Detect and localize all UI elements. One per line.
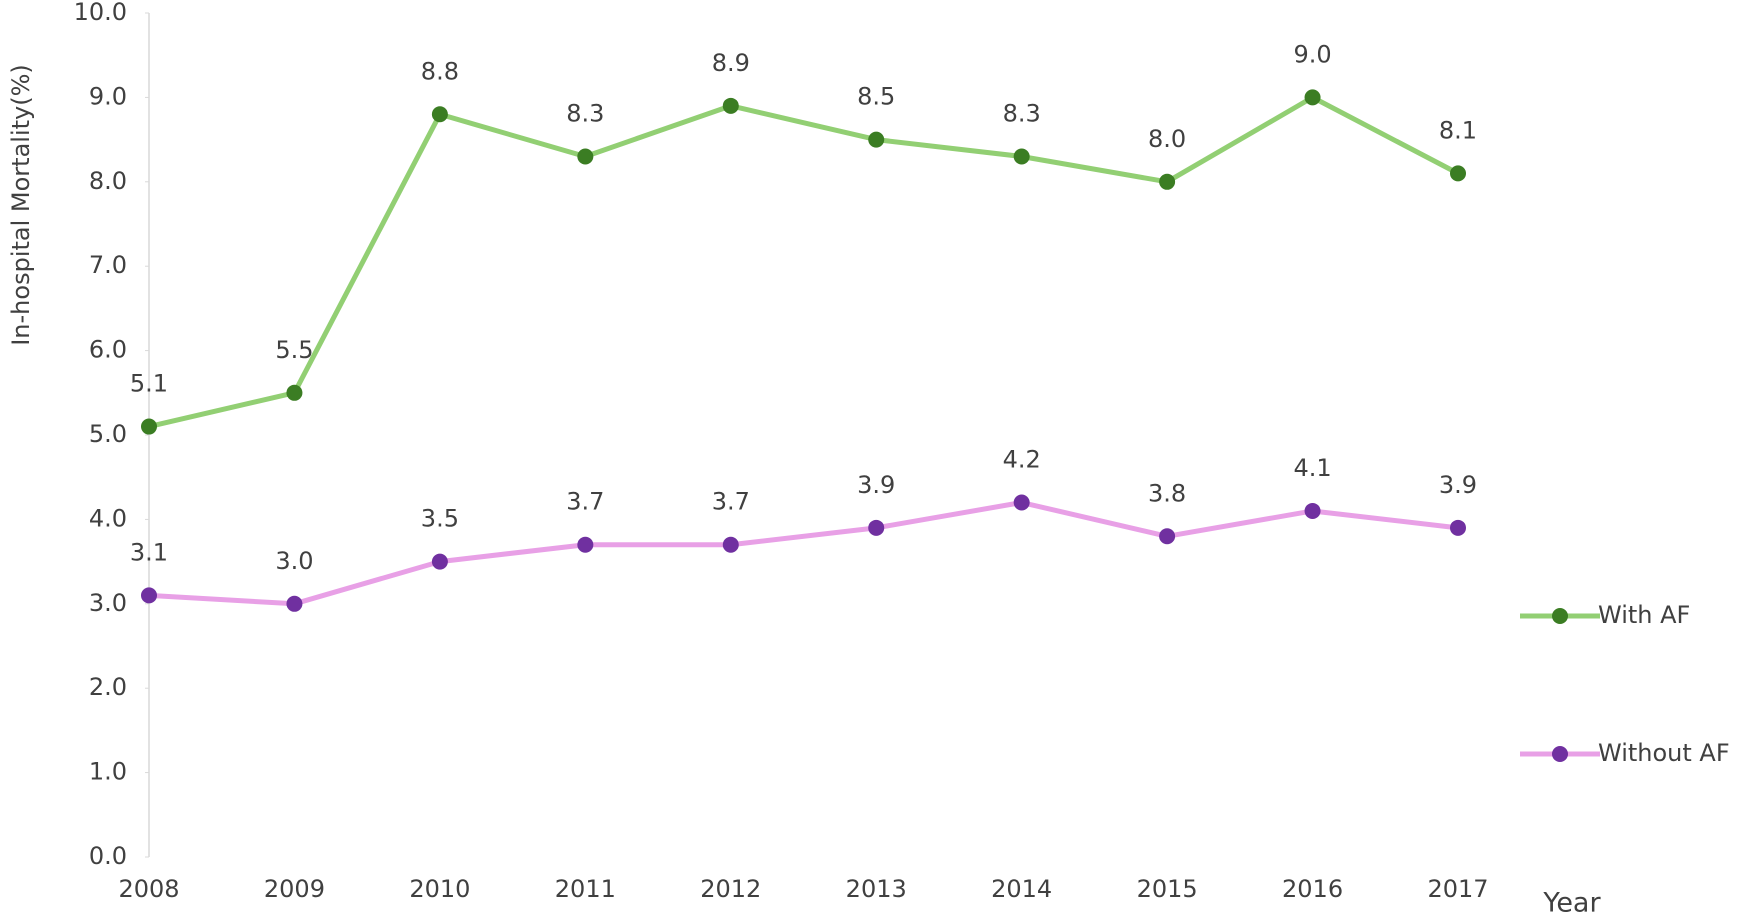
legend-marker [1552, 608, 1568, 624]
data-point [722, 536, 739, 553]
data-label: 5.1 [130, 370, 168, 398]
x-tick-label: 2010 [409, 875, 470, 903]
y-tick-label: 6.0 [89, 336, 127, 364]
y-tick-label: 1.0 [89, 758, 127, 786]
data-label: 3.8 [1148, 479, 1186, 507]
series-line [148, 94, 1460, 429]
data-label: 8.1 [1439, 116, 1477, 144]
data-point [1304, 89, 1321, 106]
data-point [286, 595, 303, 612]
y-tick-label: 8.0 [89, 167, 127, 195]
data-label: 4.1 [1293, 454, 1331, 482]
y-tick-label: 2.0 [89, 673, 127, 701]
y-tick-label: 9.0 [89, 82, 127, 110]
y-tick-label: 10.0 [74, 0, 127, 26]
data-point [1450, 165, 1466, 182]
data-label: 9.0 [1293, 40, 1331, 68]
data-point [722, 97, 739, 114]
data-label: 8.3 [1003, 99, 1041, 127]
data-label: 3.1 [130, 538, 168, 566]
x-tick-label: 2015 [1137, 875, 1198, 903]
x-tick-label: 2008 [118, 875, 179, 903]
legend-marker [1552, 746, 1568, 762]
x-tick-label: 2012 [700, 875, 761, 903]
x-axis-label: Year [1542, 888, 1601, 919]
data-point [1013, 148, 1030, 165]
data-point [141, 587, 157, 604]
y-tick-label: 7.0 [89, 251, 127, 279]
data-label: 8.3 [566, 99, 604, 127]
data-point [868, 131, 885, 148]
y-tick-label: 3.0 [89, 589, 127, 617]
data-point [577, 148, 594, 165]
x-tick-label: 2009 [264, 875, 325, 903]
y-tick-label: 5.0 [89, 420, 127, 448]
data-point [141, 418, 157, 435]
legend-label: Without AF [1598, 739, 1730, 767]
data-point [1159, 528, 1176, 545]
data-label: 3.5 [421, 505, 459, 533]
data-label: 8.9 [712, 49, 750, 77]
x-tick-label: 2011 [555, 875, 616, 903]
data-point [431, 553, 448, 570]
series-line [148, 500, 1459, 607]
y-tick-label: 0.0 [89, 842, 127, 870]
data-label: 3.7 [712, 488, 750, 516]
data-point [286, 384, 303, 401]
data-point [1013, 494, 1030, 511]
y-axis-label: In-hospital Mortality(%) [7, 64, 35, 346]
x-tick-label: 2014 [991, 875, 1052, 903]
data-point [1159, 173, 1176, 190]
data-label: 3.0 [275, 547, 313, 575]
x-tick-label: 2017 [1427, 875, 1488, 903]
data-label: 5.5 [275, 336, 313, 364]
legend-label: With AF [1598, 601, 1690, 629]
data-label: 8.8 [421, 57, 459, 85]
y-tick-label: 4.0 [89, 504, 127, 532]
data-label: 3.7 [566, 488, 604, 516]
x-tick-label: 2016 [1282, 875, 1343, 903]
data-label: 8.0 [1148, 125, 1186, 153]
data-label: 4.2 [1003, 446, 1041, 474]
x-tick-label: 2013 [846, 875, 907, 903]
data-point [868, 519, 885, 536]
data-label: 8.5 [857, 83, 895, 111]
data-label: 3.9 [1439, 471, 1477, 499]
data-point [431, 106, 448, 123]
data-point [1450, 519, 1466, 536]
data-point [1304, 502, 1321, 519]
data-point [577, 536, 594, 553]
data-label: 3.9 [857, 471, 895, 499]
